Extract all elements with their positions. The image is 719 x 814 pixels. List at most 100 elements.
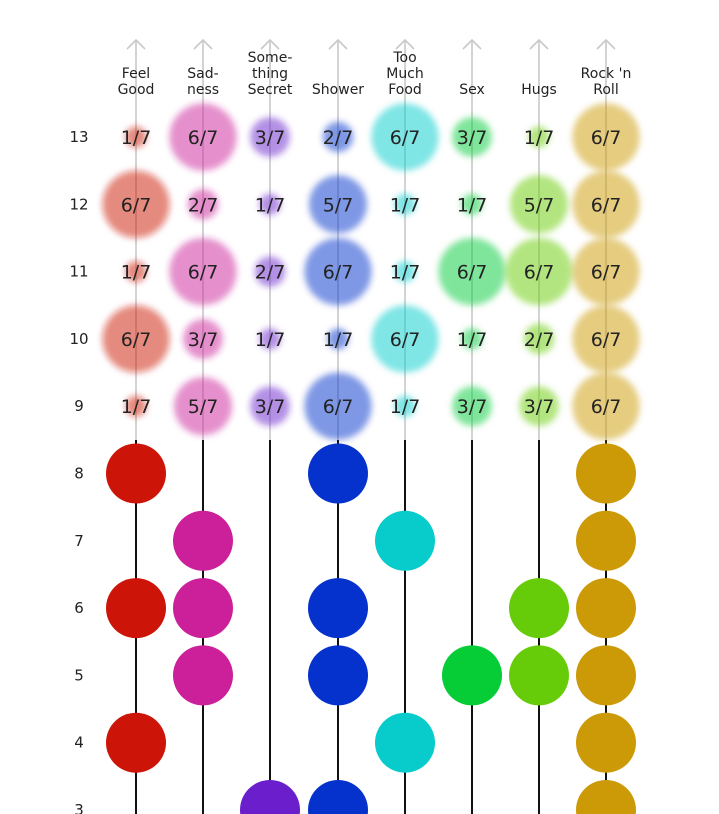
fraction-label: 6/7 [591,262,622,284]
row-label: 9 [74,397,84,415]
fraction-dot [572,238,640,306]
filled-dot [576,510,636,571]
fraction-label: 1/7 [255,194,286,216]
filled-dot [308,443,368,504]
fraction-dot [169,103,237,171]
fraction-dot [371,305,439,373]
filled-dot [240,780,300,814]
column-label: thing [252,66,288,82]
fraction-label: 3/7 [524,396,555,418]
fraction-dot [327,328,349,350]
filled-dots [106,443,636,814]
fraction-label: 6/7 [591,194,622,216]
fraction-label: 3/7 [188,329,219,351]
filled-dot [106,712,166,773]
arrow-up-icon [328,38,348,50]
fraction-dot [528,126,550,148]
fraction-label: 1/7 [121,127,152,149]
column-label: Food [388,82,422,98]
arrow-up-icon [193,38,213,50]
fraction-label: 1/7 [255,329,286,351]
fraction-label: 1/7 [390,396,421,418]
row-label: 10 [69,330,88,348]
fraction-label: 6/7 [188,127,219,149]
column-label: Much [386,66,424,82]
fraction-dot [572,170,640,238]
fraction-label: 6/7 [188,262,219,284]
filled-dot [576,645,636,706]
fraction-label: 3/7 [457,396,488,418]
fraction-label: 2/7 [255,262,286,284]
fraction-label: 1/7 [524,127,555,149]
fraction-label: 1/7 [323,329,354,351]
fraction-label: 1/7 [457,194,488,216]
fraction-label: 6/7 [591,396,622,418]
fraction-label: 3/7 [457,127,488,149]
column-label: ness [187,82,219,98]
fraction-dot [322,121,354,153]
filled-dot [106,443,166,504]
fraction-label: 2/7 [524,329,555,351]
column-label: Good [118,82,155,98]
fraction-dot [572,103,640,171]
fraction-dot [304,372,372,440]
fraction-dot [125,261,147,283]
fraction-dot [174,377,232,436]
filled-dot [576,578,636,639]
fraction-label: 2/7 [188,194,219,216]
fraction-dot [452,386,492,427]
fraction-dot [259,193,281,215]
arrow-up-icon [260,38,280,50]
fraction-label: 3/7 [255,396,286,418]
filled-dot [576,780,636,814]
filled-dot [308,578,368,639]
column-label: Some- [248,50,293,66]
fraction-dot [438,238,506,306]
fraction-dot [523,323,555,355]
fraction-label: 6/7 [121,329,152,351]
fraction-dot [125,126,147,148]
filled-dot [576,443,636,504]
filled-dot [375,712,435,773]
fraction-label: 2/7 [323,127,354,149]
fraction-dot [187,189,219,220]
fraction-dot [394,395,416,417]
fraction-dot [309,175,367,234]
filled-dot [106,578,166,639]
row-label: 3 [74,801,84,814]
fraction-label: 6/7 [121,194,152,216]
column-label: Roll [593,82,618,98]
column-label: Sad- [187,66,218,82]
filled-dot [308,780,368,814]
row-label: 4 [74,734,84,752]
fraction-label: 5/7 [524,194,555,216]
column-label: Too [392,50,416,66]
row-label: 11 [69,263,88,281]
fraction-label: 5/7 [188,396,219,418]
fraction-dot [254,256,286,287]
column-label: Hugs [521,82,557,98]
fraction-dots [102,103,640,440]
row-label: 12 [69,195,88,213]
fraction-dot [519,386,559,427]
fraction-dot [304,238,372,306]
filled-dot [308,645,368,706]
fraction-label: 6/7 [591,329,622,351]
row-label: 8 [74,465,84,483]
fraction-label: 6/7 [591,127,622,149]
fraction-dot [169,238,237,306]
fraction-label: 6/7 [390,329,421,351]
filled-dot [576,712,636,773]
fraction-dot [125,395,147,417]
filled-dot [442,645,502,706]
fraction-dot [259,328,281,350]
fraction-label: 6/7 [457,262,488,284]
fraction-label: 5/7 [323,194,354,216]
fraction-label: 6/7 [323,262,354,284]
column-label: Feel [122,66,150,82]
fraction-dot [510,175,568,234]
fraction-dot [461,193,483,215]
arrow-up-icon [596,38,616,50]
